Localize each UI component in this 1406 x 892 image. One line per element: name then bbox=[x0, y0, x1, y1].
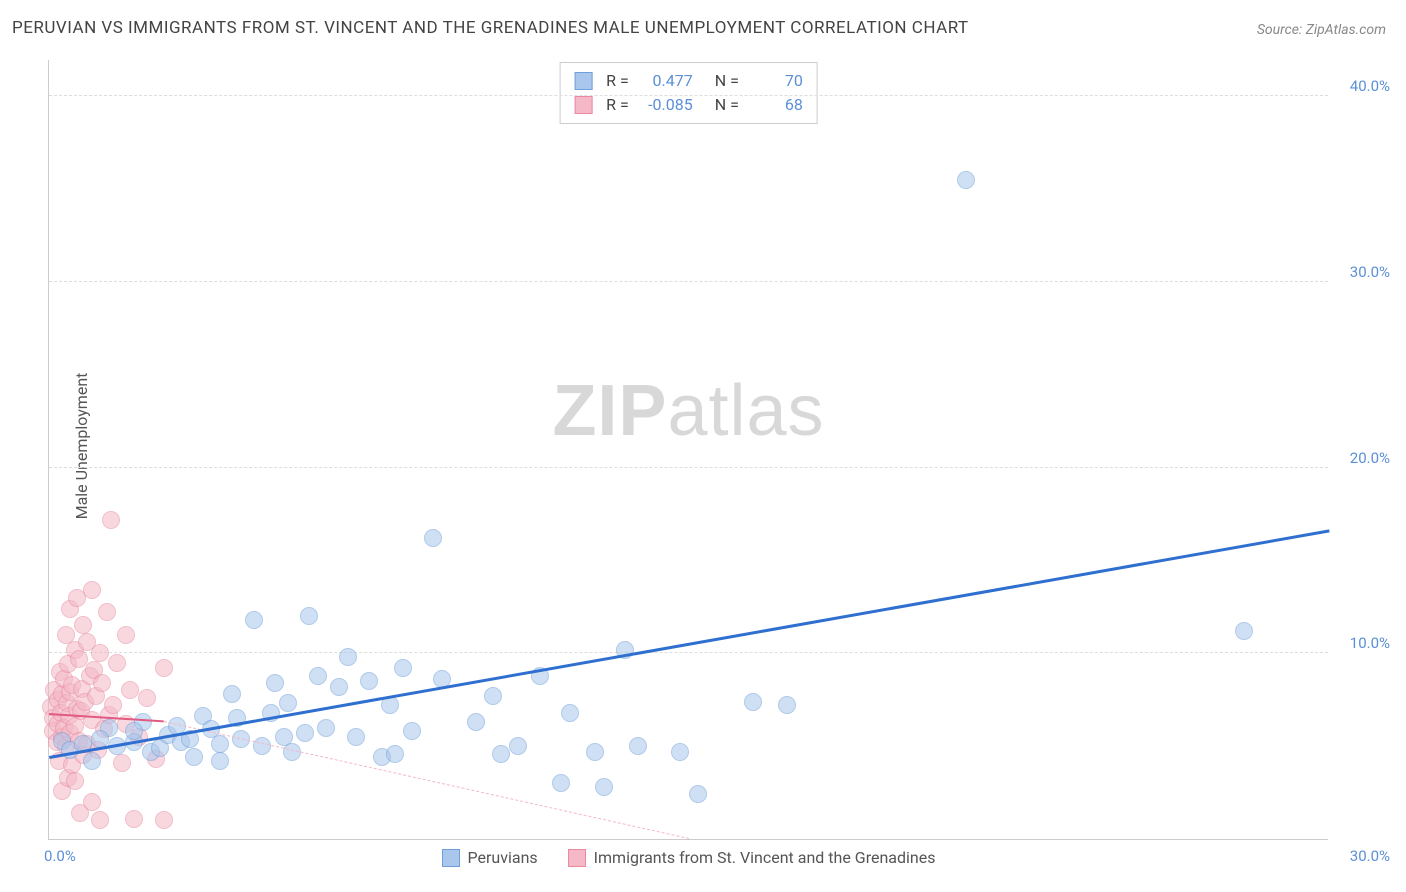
scatter-point bbox=[300, 607, 318, 625]
scatter-point bbox=[360, 672, 378, 690]
series-legend: Peruvians Immigrants from St. Vincent an… bbox=[442, 848, 936, 867]
correlation-stats-legend: R = 0.477 N = 70 R = -0.085 N = 68 bbox=[559, 62, 818, 124]
scatter-point bbox=[83, 793, 101, 811]
scatter-point bbox=[102, 511, 120, 529]
gridline bbox=[49, 467, 1328, 468]
scatter-point bbox=[211, 735, 229, 753]
chart-title: PERUVIAN VS IMMIGRANTS FROM ST. VINCENT … bbox=[12, 18, 969, 38]
scatter-point bbox=[74, 616, 92, 634]
scatter-plot-area: ZIPatlas R = 0.477 N = 70 R = -0.085 N =… bbox=[48, 60, 1328, 840]
x-tick-left: 0.0% bbox=[44, 847, 76, 865]
scatter-point bbox=[492, 745, 510, 763]
scatter-point bbox=[509, 737, 527, 755]
scatter-point bbox=[339, 648, 357, 666]
scatter-point bbox=[403, 722, 421, 740]
scatter-point bbox=[253, 737, 271, 755]
scatter-point bbox=[671, 743, 689, 761]
source-attribution: Source: ZipAtlas.com bbox=[1257, 22, 1386, 38]
scatter-point bbox=[347, 728, 365, 746]
legend-label-peruvians: Peruvians bbox=[468, 848, 538, 867]
gridline bbox=[49, 281, 1328, 282]
scatter-point bbox=[245, 611, 263, 629]
legend-swatch-svg bbox=[568, 849, 586, 867]
swatch-peruvians bbox=[574, 72, 592, 90]
gridline bbox=[49, 652, 1328, 653]
scatter-point bbox=[317, 719, 335, 737]
scatter-point bbox=[467, 713, 485, 731]
n-value: 70 bbox=[745, 69, 803, 93]
scatter-point bbox=[66, 772, 84, 790]
scatter-point bbox=[629, 737, 647, 755]
scatter-point bbox=[223, 685, 241, 703]
scatter-point bbox=[108, 654, 126, 672]
scatter-point bbox=[561, 704, 579, 722]
scatter-point bbox=[138, 689, 156, 707]
scatter-point bbox=[117, 626, 135, 644]
scatter-point bbox=[296, 724, 314, 742]
scatter-point bbox=[155, 811, 173, 829]
trend-line bbox=[49, 530, 1330, 760]
scatter-point bbox=[279, 694, 297, 712]
watermark: ZIPatlas bbox=[552, 370, 824, 452]
scatter-point bbox=[91, 644, 109, 662]
scatter-point bbox=[185, 748, 203, 766]
scatter-point bbox=[595, 778, 613, 796]
scatter-point bbox=[211, 752, 229, 770]
swatch-svg bbox=[574, 96, 592, 114]
scatter-point bbox=[125, 810, 143, 828]
scatter-point bbox=[484, 687, 502, 705]
scatter-point bbox=[586, 743, 604, 761]
scatter-point bbox=[83, 752, 101, 770]
scatter-point bbox=[93, 674, 111, 692]
scatter-point bbox=[957, 171, 975, 189]
scatter-point bbox=[121, 681, 139, 699]
scatter-point bbox=[744, 693, 762, 711]
legend-label-svg: Immigrants from St. Vincent and the Gren… bbox=[594, 848, 936, 867]
n-value: 68 bbox=[745, 93, 803, 117]
scatter-point bbox=[113, 754, 131, 772]
watermark-bold: ZIP bbox=[552, 371, 667, 451]
stats-row-peruvians: R = 0.477 N = 70 bbox=[574, 69, 803, 93]
n-label: N = bbox=[715, 93, 739, 117]
scatter-point bbox=[689, 785, 707, 803]
r-value: -0.085 bbox=[635, 93, 693, 117]
scatter-point bbox=[266, 674, 284, 692]
scatter-point bbox=[104, 696, 122, 714]
gridline bbox=[49, 95, 1328, 96]
scatter-point bbox=[330, 678, 348, 696]
scatter-point bbox=[83, 581, 101, 599]
scatter-point bbox=[98, 603, 116, 621]
scatter-point bbox=[386, 745, 404, 763]
scatter-point bbox=[155, 659, 173, 677]
y-tick-label: 20.0% bbox=[1350, 449, 1390, 467]
scatter-point bbox=[1235, 622, 1253, 640]
y-tick-label: 40.0% bbox=[1350, 77, 1390, 95]
scatter-point bbox=[309, 667, 327, 685]
scatter-point bbox=[552, 774, 570, 792]
scatter-point bbox=[424, 529, 442, 547]
scatter-point bbox=[125, 722, 143, 740]
scatter-point bbox=[91, 811, 109, 829]
r-value: 0.477 bbox=[635, 69, 693, 93]
stats-row-svg: R = -0.085 N = 68 bbox=[574, 93, 803, 117]
scatter-point bbox=[394, 659, 412, 677]
r-label: R = bbox=[606, 69, 629, 93]
watermark-light: atlas bbox=[667, 371, 824, 451]
scatter-point bbox=[778, 696, 796, 714]
r-label: R = bbox=[606, 93, 629, 117]
x-tick-right: 30.0% bbox=[1350, 847, 1390, 865]
legend-swatch-peruvians bbox=[442, 849, 460, 867]
n-label: N = bbox=[715, 69, 739, 93]
y-tick-label: 30.0% bbox=[1350, 263, 1390, 281]
y-tick-label: 10.0% bbox=[1350, 634, 1390, 652]
